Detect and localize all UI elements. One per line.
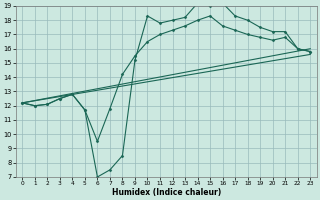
X-axis label: Humidex (Indice chaleur): Humidex (Indice chaleur) [112,188,221,197]
